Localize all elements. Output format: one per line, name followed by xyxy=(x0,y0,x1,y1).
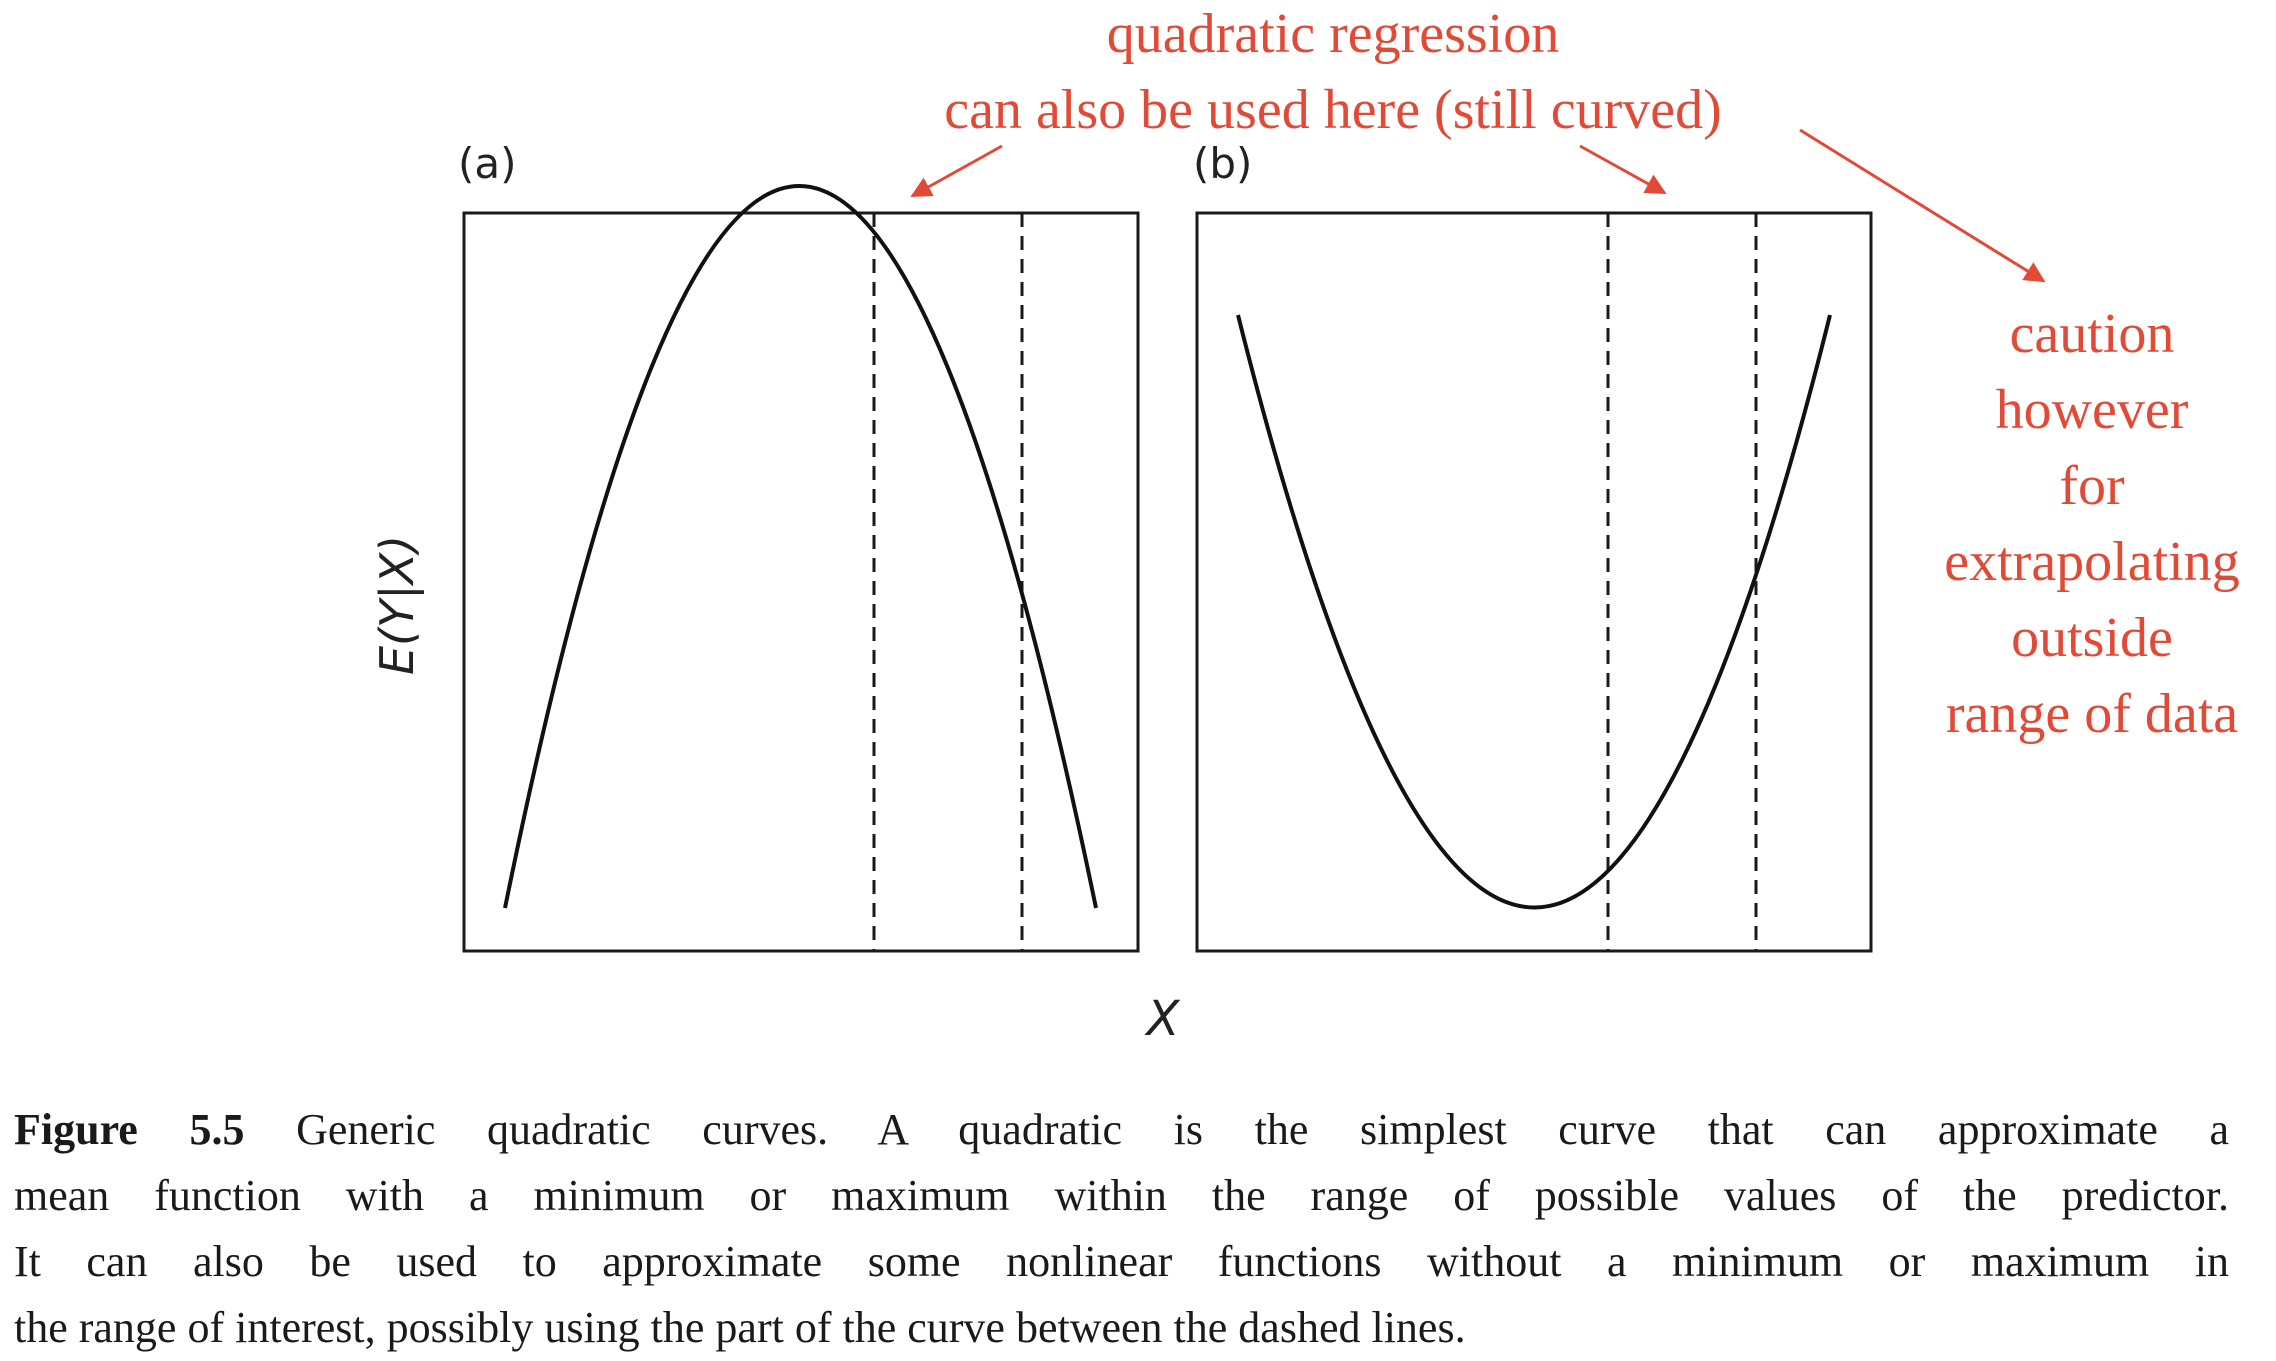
panel-b-label: (b) xyxy=(1193,139,1252,188)
annotation-arrow-to-side-note xyxy=(1799,128,2046,283)
side-note-line: however xyxy=(1996,379,2189,441)
y-axis-label: E(Y|X) xyxy=(370,535,425,675)
annotation-side-note: caution however for extrapolating outsid… xyxy=(1944,303,2239,745)
panel-a xyxy=(462,184,1140,953)
caption-line-4: the range of interest, possibly using th… xyxy=(14,1303,1466,1352)
panel-b-curve xyxy=(1236,314,1832,910)
panel-a-label: (a) xyxy=(458,139,517,188)
panel-a-frame xyxy=(462,211,1140,953)
panel-b-frame xyxy=(1195,211,1873,953)
side-note-line: range of data xyxy=(1946,683,2238,745)
side-note-line: extrapolating xyxy=(1944,531,2239,593)
caption-line-2: mean function with a minimum or maximum … xyxy=(14,1171,2229,1220)
annotation-arrow-to-panel-a xyxy=(910,144,1003,198)
side-note-line: for xyxy=(2059,455,2125,517)
panel-b xyxy=(1195,211,1873,953)
caption-figure-label: Figure 5.5 xyxy=(14,1105,245,1154)
caption-line-1: Figure 5.5 Generic quadratic curves. A q… xyxy=(14,1097,2229,1163)
panel-a-curve xyxy=(503,184,1098,909)
side-note-line: outside xyxy=(2011,607,2173,669)
x-axis-label: X xyxy=(1144,991,1181,1047)
annotation-top-line2: can also be used here (still curved) xyxy=(944,79,1721,141)
figure-caption: Figure 5.5 Generic quadratic curves. A q… xyxy=(14,1097,2229,1361)
annotation-arrow-to-panel-b xyxy=(1579,144,1667,195)
caption-line-3: It can also be used to approximate some … xyxy=(14,1237,2229,1286)
annotation-top-line1: quadratic regression xyxy=(1107,3,1559,65)
caption-text-1: Generic quadratic curves. A quadratic is… xyxy=(296,1105,2230,1154)
side-note-line: caution xyxy=(2010,303,2175,365)
